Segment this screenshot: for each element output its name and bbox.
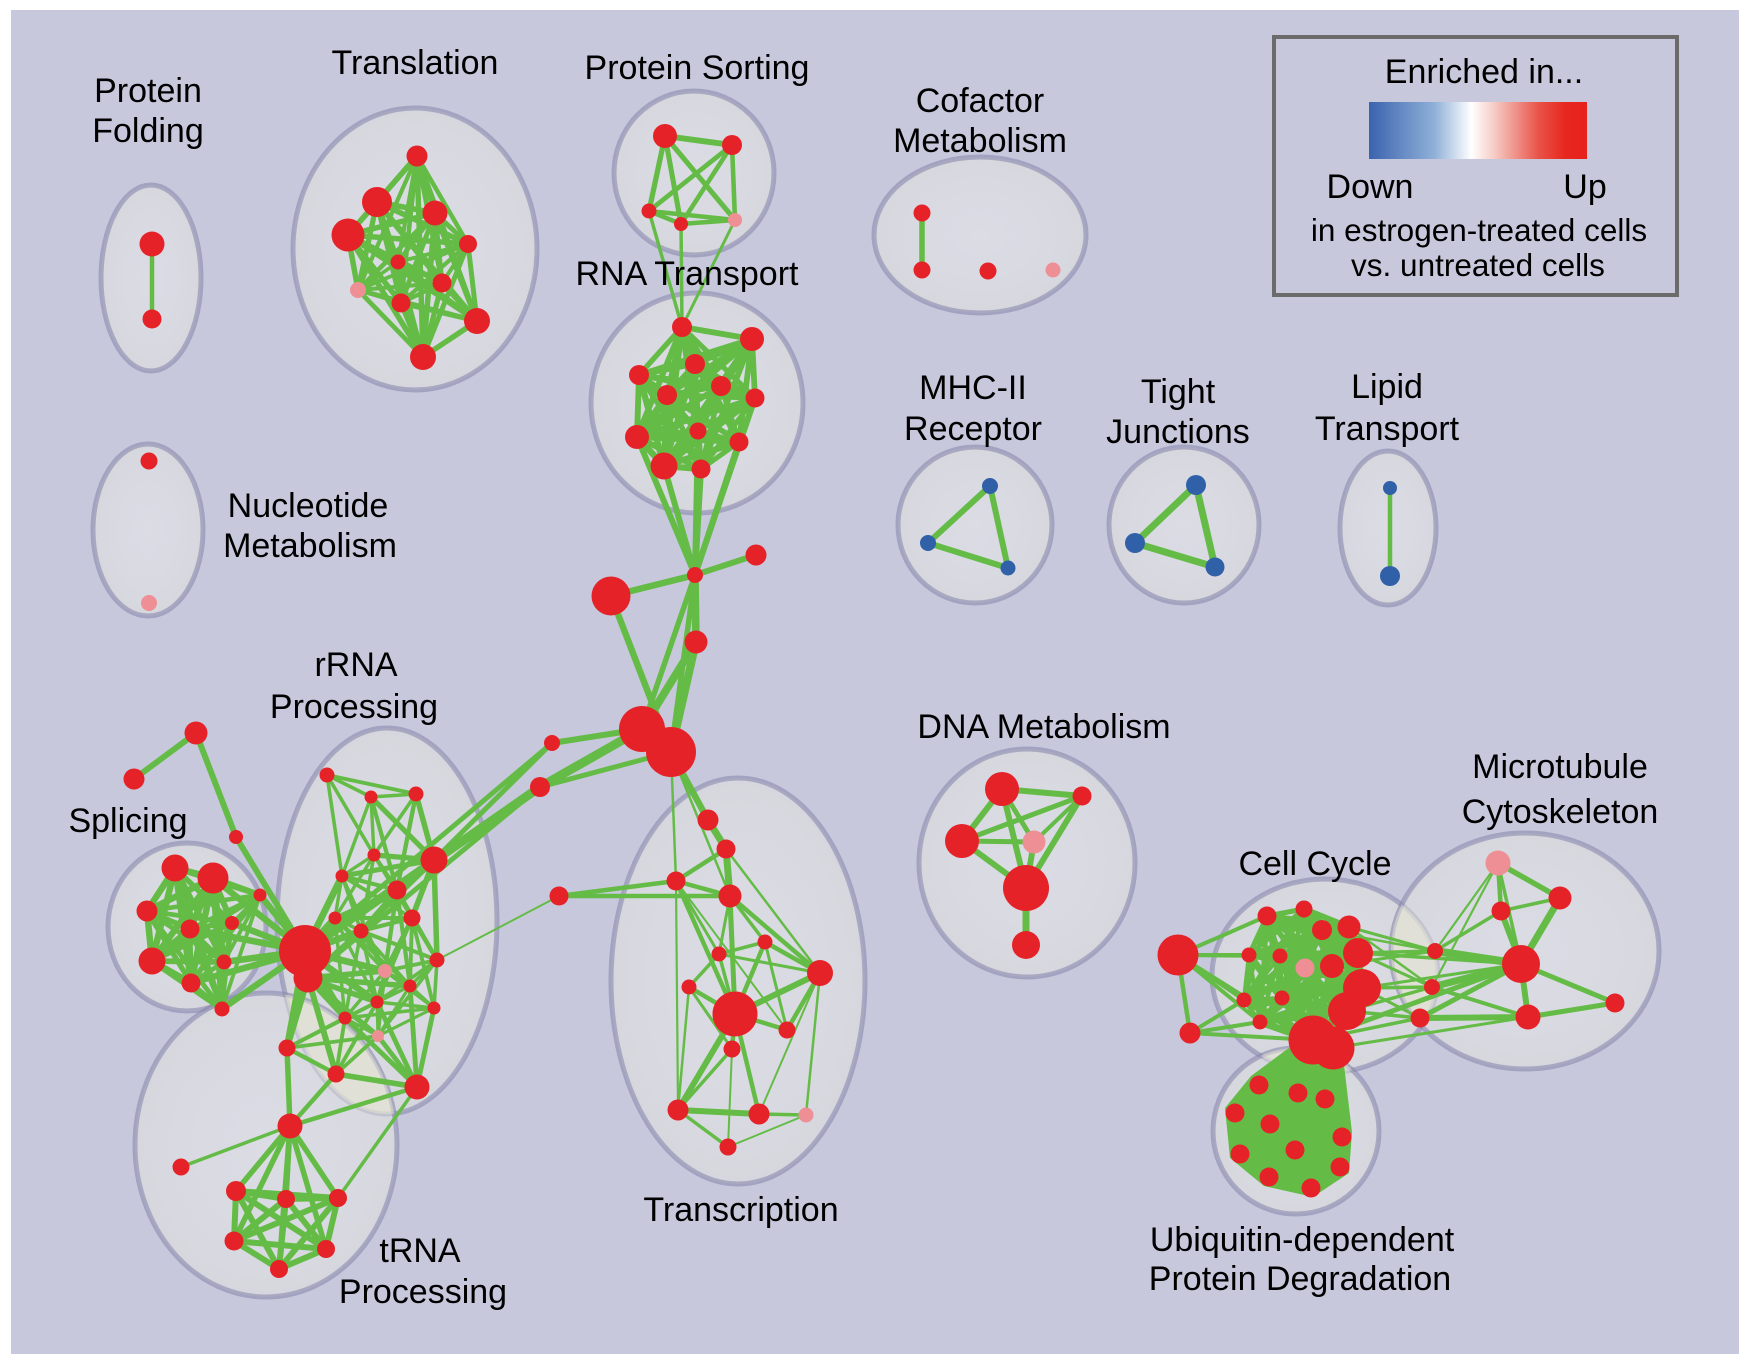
svg-text:Protein Degradation: Protein Degradation <box>1149 1260 1451 1298</box>
svg-text:Protein Sorting: Protein Sorting <box>585 49 810 87</box>
svg-text:Cell Cycle: Cell Cycle <box>1238 845 1391 883</box>
svg-text:Processing: Processing <box>339 1273 507 1311</box>
svg-text:Cytoskeleton: Cytoskeleton <box>1462 793 1659 831</box>
svg-text:Ubiquitin-dependent: Ubiquitin-dependent <box>1150 1221 1455 1259</box>
svg-text:Splicing: Splicing <box>68 802 187 840</box>
svg-text:Nucleotide: Nucleotide <box>228 487 389 525</box>
svg-text:Down: Down <box>1327 168 1414 206</box>
svg-text:in estrogen-treated cells: in estrogen-treated cells <box>1311 212 1647 248</box>
svg-text:Microtubule: Microtubule <box>1472 748 1648 786</box>
svg-text:Processing: Processing <box>270 688 438 726</box>
svg-text:MHC-II: MHC-II <box>919 369 1027 407</box>
svg-text:vs. untreated cells: vs. untreated cells <box>1351 247 1605 283</box>
svg-text:Folding: Folding <box>92 112 204 150</box>
svg-text:Translation: Translation <box>332 44 499 82</box>
svg-text:Metabolism: Metabolism <box>223 527 397 565</box>
svg-text:DNA Metabolism: DNA Metabolism <box>917 708 1170 746</box>
svg-text:Protein: Protein <box>94 72 202 110</box>
svg-text:Junctions: Junctions <box>1106 413 1250 451</box>
svg-text:RNA Transport: RNA Transport <box>576 255 800 293</box>
svg-text:Enriched in...: Enriched in... <box>1385 53 1583 91</box>
svg-text:Tight: Tight <box>1141 373 1216 411</box>
svg-text:Receptor: Receptor <box>904 410 1042 448</box>
svg-text:Up: Up <box>1563 168 1606 206</box>
svg-text:rRNA: rRNA <box>314 646 397 684</box>
svg-text:Transport: Transport <box>1315 410 1460 448</box>
svg-text:Transcription: Transcription <box>643 1191 838 1229</box>
svg-text:Lipid: Lipid <box>1351 368 1423 406</box>
svg-text:Metabolism: Metabolism <box>893 122 1067 160</box>
svg-text:Cofactor: Cofactor <box>916 82 1045 120</box>
svg-text:tRNA: tRNA <box>379 1232 461 1270</box>
